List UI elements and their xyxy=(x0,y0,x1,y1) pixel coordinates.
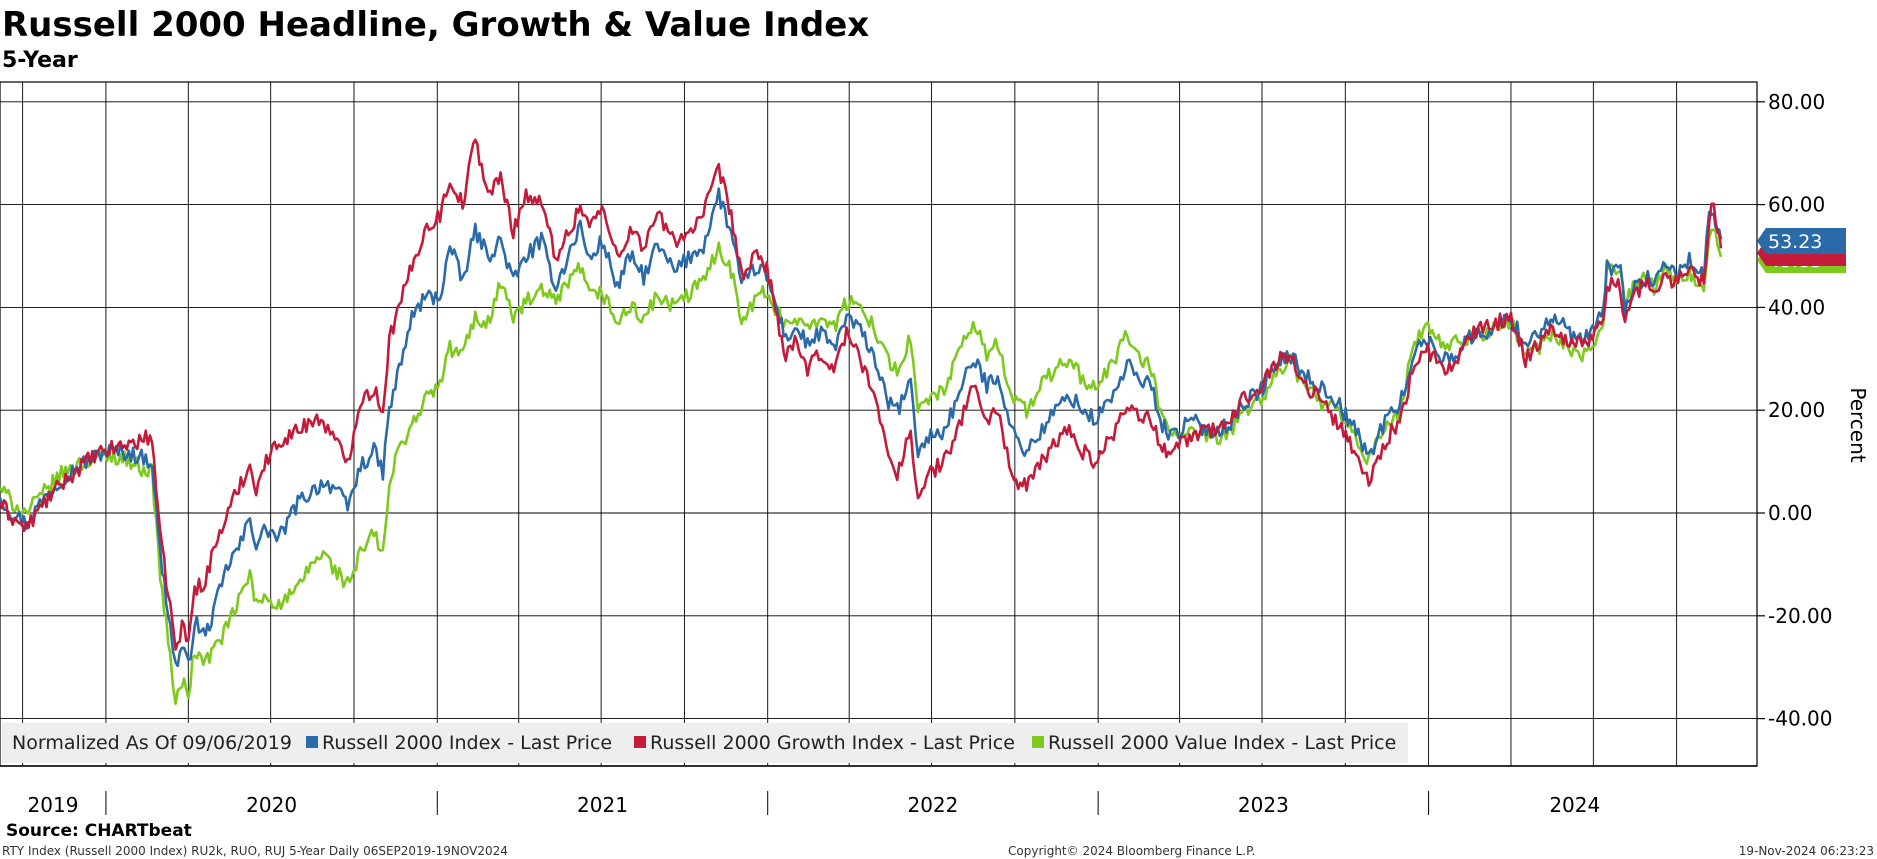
legend-entry-growth: Russell 2000 Growth Index - Last Price xyxy=(650,732,1015,754)
y-tick-label: 40.00 xyxy=(1768,295,1825,319)
x-year-label-2024: 2024 xyxy=(1549,793,1600,817)
y-tick-label: 20.00 xyxy=(1768,398,1825,422)
last-value-labels: 49.8353.23 xyxy=(1757,228,1846,273)
legend-swatch-growth xyxy=(634,736,646,748)
series-lines xyxy=(0,138,1723,706)
legend-swatch-value xyxy=(1032,736,1044,748)
y-tick-label: -20.00 xyxy=(1768,604,1832,628)
legend-entry-headline: Russell 2000 Index - Last Price xyxy=(322,732,612,754)
y-tick-label: -40.00 xyxy=(1768,707,1832,731)
y-axis-label: Percent xyxy=(1846,387,1870,462)
x-year-label-2019: 2019 xyxy=(28,793,79,817)
plot-frame xyxy=(0,81,1758,767)
vertical-gridlines xyxy=(22,82,1678,766)
y-axis: 80.00 60.00 40.00 20.00 0.00 -20.00 -40.00 xyxy=(1757,90,1832,731)
legend-background xyxy=(2,723,1408,763)
y-tick-label: 0.00 xyxy=(1768,501,1813,525)
x-year-label-2023: 2023 xyxy=(1238,793,1289,817)
chart-subtitle: 5-Year xyxy=(2,48,78,73)
x-year-separators xyxy=(105,791,1430,815)
series-line-2 xyxy=(0,138,1723,651)
x-year-label-2021: 2021 xyxy=(577,793,628,817)
x-axis: 2019 2020 2021 2022 2023 2024 xyxy=(28,793,1601,817)
legend-entry-value: Russell 2000 Value Index - Last Price xyxy=(1048,732,1396,754)
legend-swatch-headline xyxy=(306,736,318,748)
chart-title: Russell 2000 Headline, Growth & Value In… xyxy=(2,5,869,45)
y-tick-label: 80.00 xyxy=(1768,90,1825,114)
footer-copyright: Copyright© 2024 Bloomberg Finance L.P. xyxy=(1008,844,1255,858)
last-value-flag xyxy=(1757,228,1846,254)
x-year-label-2020: 2020 xyxy=(246,793,297,817)
legend: Normalized As Of 09/06/2019 Russell 2000… xyxy=(2,723,1408,763)
y-tick-label: 60.00 xyxy=(1768,193,1825,217)
series-line-0 xyxy=(0,228,1723,706)
footer-description: RTY Index (Russell 2000 Index) RU2k, RUO… xyxy=(2,844,508,858)
source-label: Source: CHARTbeat xyxy=(6,821,192,841)
legend-prefix: Normalized As Of 09/06/2019 xyxy=(12,732,292,754)
x-year-label-2022: 2022 xyxy=(907,793,958,817)
series-line-1 xyxy=(0,187,1723,668)
last-value-text: 53.23 xyxy=(1768,231,1822,253)
footer-timestamp: 19-Nov-2024 06:23:23 xyxy=(1739,844,1874,858)
